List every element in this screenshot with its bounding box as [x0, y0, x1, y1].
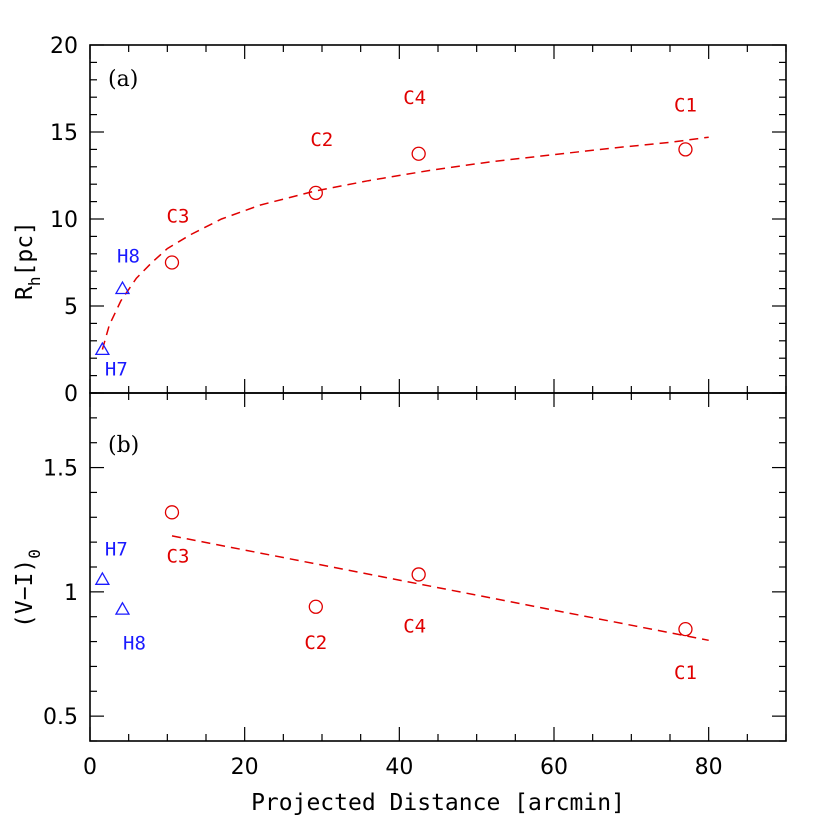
panel-b-label-h7: H7	[105, 538, 128, 560]
panel-a-ylabel-rest: [pc]	[12, 221, 38, 276]
x-tick-label: 0	[83, 755, 97, 780]
panel-a-ylabel-sub: h	[25, 277, 44, 287]
panel-a-point-c4	[411, 146, 426, 161]
panel-b-ylabel-main: (V−I)	[12, 559, 38, 628]
panel-a-ytick-label: 10	[50, 208, 78, 233]
panel-b-ytick-label: 1	[64, 581, 78, 606]
axis-ticks	[89, 44, 787, 742]
panel-a-ytick-label: 20	[50, 34, 78, 59]
data-points	[94, 142, 693, 637]
panel-a-point-c1	[678, 142, 693, 157]
point-labels: C1 C2 C3 C4 H7 H8 C1 C2 C3 C4 H7 H8	[105, 87, 697, 684]
panel-b-fit-line	[171, 535, 709, 642]
panel-b-point-c1	[678, 621, 693, 637]
x-tick-label: 80	[695, 755, 723, 780]
panel-b-ylabel-sub: 0	[25, 549, 44, 559]
panel-a-ytick-label: 15	[50, 121, 78, 146]
panel-b-point-h7	[94, 571, 110, 585]
panel-a-ylabel-main: R	[12, 286, 38, 300]
fit-curves	[101, 136, 709, 642]
panel-a-point-c3	[164, 255, 180, 270]
panel-b-label: (b)	[108, 433, 139, 458]
panel-b-point-h8	[114, 601, 131, 615]
panel-a-point-h7	[94, 341, 110, 356]
panel-b-ylabel: (V−I)0	[12, 549, 44, 628]
x-tick-label: 40	[385, 755, 413, 780]
panel-b-label-c4: C4	[403, 615, 426, 637]
panel-a-ylabel: Rh[pc]	[12, 221, 44, 300]
panel-b-point-c3	[164, 505, 180, 520]
panel-b-ytick-label: 1.5	[43, 457, 78, 482]
axis-tick-labels: 0 5 10 15 20 0.5 1 1.5 0 20 40 60 80	[43, 34, 723, 780]
panel-b-frame	[89, 392, 787, 742]
panel-b-label-c3: C3	[167, 545, 190, 567]
x-tick-label: 20	[231, 755, 259, 780]
x-tick-label: 60	[540, 755, 568, 780]
panel-a-label-c2: C2	[310, 129, 333, 151]
panel-b-ytick-label: 0.5	[43, 705, 78, 730]
panel-a-point-c2	[308, 185, 323, 201]
panel-a-ytick-label: 0	[64, 382, 78, 407]
panel-a-ytick-label: 5	[64, 295, 78, 320]
panel-b-label-c2: C2	[304, 632, 327, 654]
panel-a-label-c4: C4	[403, 87, 426, 109]
panel-b-point-c4	[411, 567, 426, 582]
panel-b-label-c1: C1	[674, 662, 697, 684]
panel-a-point-h8	[114, 280, 131, 295]
panel-b-label-h8: H8	[123, 632, 146, 654]
panel-a-label-c1: C1	[674, 94, 697, 116]
panel-a-label-h7: H7	[105, 359, 128, 381]
x-axis-label: Projected Distance [arcmin]	[251, 790, 625, 816]
panel-a-label: (a)	[108, 67, 138, 92]
panel-a-label-h8: H8	[117, 246, 140, 268]
panel-b-point-c2	[308, 599, 323, 614]
panel-a-label-c3: C3	[167, 206, 190, 228]
panel-a-fit-line	[101, 136, 709, 350]
